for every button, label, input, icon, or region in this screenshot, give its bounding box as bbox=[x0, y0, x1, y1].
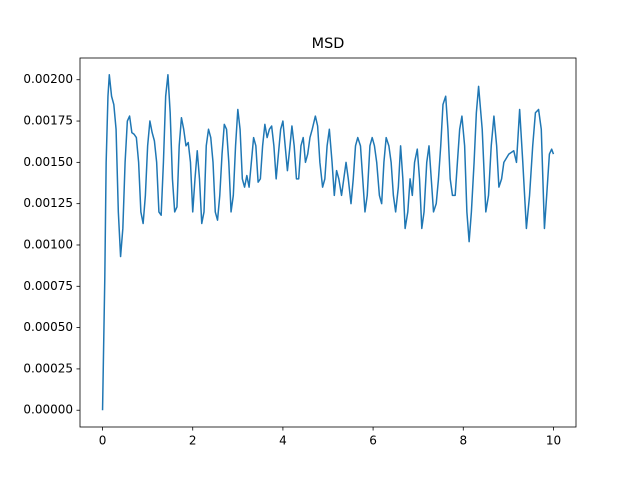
x-tick-label: 10 bbox=[546, 434, 561, 448]
y-tick-label: 0.00100 bbox=[23, 237, 73, 251]
x-tick-label: 4 bbox=[279, 434, 287, 448]
y-tick-label: 0.00175 bbox=[23, 114, 73, 128]
y-tick-label: 0.00025 bbox=[23, 361, 73, 375]
data-line bbox=[101, 74, 555, 411]
y-tick-label: 0.00200 bbox=[23, 72, 73, 86]
x-tick-label: 6 bbox=[369, 434, 377, 448]
x-tick-label: 2 bbox=[189, 434, 197, 448]
y-tick-label: 0.00075 bbox=[23, 279, 73, 293]
axes-frame bbox=[79, 57, 577, 428]
y-tick-label: 0.00050 bbox=[23, 320, 73, 334]
x-tick-label: 8 bbox=[459, 434, 467, 448]
y-tick-label: 0.00125 bbox=[23, 196, 73, 210]
chart-title: MSD bbox=[312, 36, 345, 52]
y-tick-label: 0.00150 bbox=[23, 155, 73, 169]
x-tick-label: 0 bbox=[99, 434, 107, 448]
y-tick-label: 0.00000 bbox=[23, 403, 73, 417]
